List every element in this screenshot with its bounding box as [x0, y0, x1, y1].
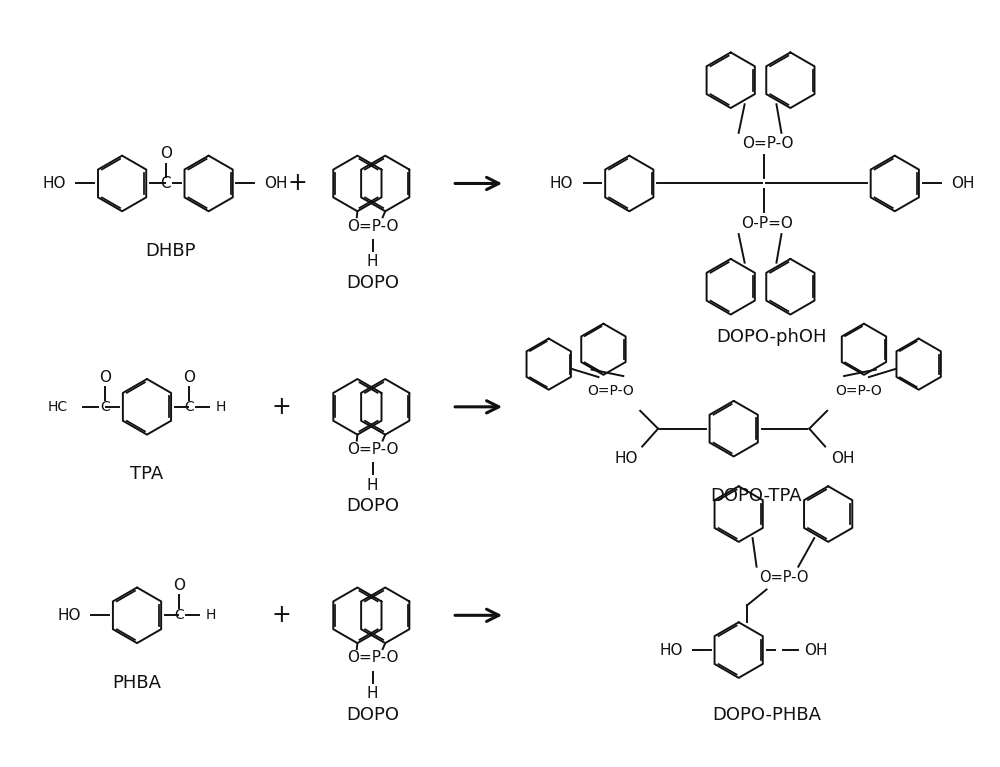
Text: DOPO-TPA: DOPO-TPA	[710, 487, 801, 505]
Text: +: +	[271, 604, 291, 627]
Text: O: O	[99, 370, 111, 384]
Text: C: C	[100, 400, 110, 414]
Text: DOPO-PHBA: DOPO-PHBA	[712, 706, 821, 723]
Text: PHBA: PHBA	[113, 674, 162, 692]
Text: OH: OH	[804, 643, 828, 657]
Text: HO: HO	[43, 176, 66, 191]
Text: O: O	[173, 578, 185, 593]
Text: O=P-O: O=P-O	[347, 219, 398, 234]
Text: O: O	[183, 370, 195, 384]
Text: DOPO: DOPO	[346, 497, 399, 515]
Text: H: H	[367, 255, 378, 269]
Text: H: H	[215, 400, 226, 414]
Text: O=P-O: O=P-O	[347, 650, 398, 666]
Text: O: O	[160, 146, 172, 161]
Text: OH: OH	[951, 176, 974, 191]
Text: C: C	[161, 176, 171, 191]
Text: H: H	[205, 608, 216, 622]
Text: DOPO: DOPO	[346, 706, 399, 723]
Text: O=P-O: O=P-O	[742, 137, 793, 151]
Text: +: +	[271, 395, 291, 419]
Text: O=P-O: O=P-O	[759, 570, 808, 585]
Text: O-P=O: O-P=O	[742, 216, 793, 231]
Text: OH: OH	[264, 176, 288, 191]
Text: H: H	[367, 478, 378, 492]
Text: HO: HO	[550, 176, 573, 191]
Text: C: C	[184, 400, 194, 414]
Text: DHBP: DHBP	[145, 242, 196, 260]
Text: H: H	[367, 686, 378, 701]
Text: TPA: TPA	[130, 466, 164, 483]
Text: +: +	[287, 172, 307, 196]
Text: O=P-O: O=P-O	[836, 384, 882, 398]
Text: O=P-O: O=P-O	[587, 384, 634, 398]
Text: HO: HO	[615, 451, 638, 466]
Text: HO: HO	[659, 643, 683, 657]
Text: HC: HC	[47, 400, 67, 414]
Text: O=P-O: O=P-O	[347, 442, 398, 457]
Text: OH: OH	[831, 451, 855, 466]
Text: DOPO-phOH: DOPO-phOH	[716, 328, 827, 347]
Text: HO: HO	[58, 607, 81, 623]
Text: C: C	[174, 608, 184, 622]
Text: DOPO: DOPO	[346, 274, 399, 291]
